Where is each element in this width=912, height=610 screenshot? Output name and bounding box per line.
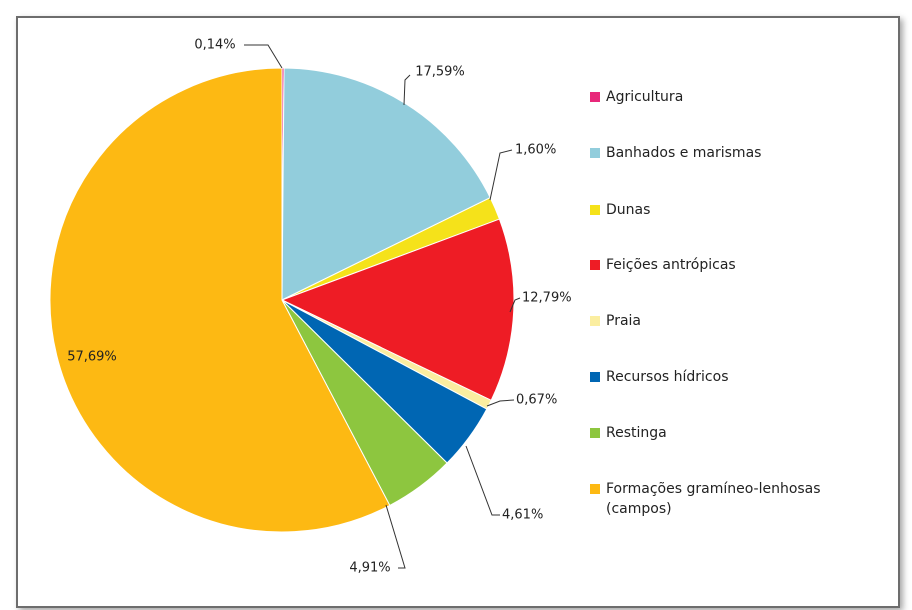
- pie-slice: [280, 218, 515, 402]
- legend-label: Banhados e marismas: [606, 145, 762, 161]
- leader-line: [509, 297, 521, 313]
- data-label: 4,91%: [349, 561, 390, 576]
- legend-swatch: [590, 484, 600, 494]
- legend-label: Restinga: [606, 425, 667, 441]
- legend-item: Restinga: [590, 423, 890, 443]
- data-label: 1,60%: [515, 143, 556, 158]
- legend-swatch: [590, 148, 600, 158]
- pie-slice: [49, 67, 391, 533]
- legend-label: Praia: [606, 313, 641, 329]
- legend-label: Formações gramíneo-lenhosas (campos): [606, 481, 821, 517]
- data-label: 0,14%: [194, 38, 235, 53]
- legend-item: Agricultura: [590, 87, 890, 107]
- leader-line: [489, 149, 513, 201]
- leader-line: [403, 74, 411, 106]
- legend-item: Dunas: [590, 200, 890, 220]
- legend-label: Recursos hídricos: [606, 369, 729, 385]
- leader-line: [486, 399, 515, 407]
- legend-label: Feições antrópicas: [606, 257, 736, 273]
- legend-swatch: [590, 260, 600, 270]
- legend-swatch: [590, 92, 600, 102]
- legend-item: Recursos hídricos: [590, 367, 890, 387]
- legend-swatch: [590, 205, 600, 215]
- legend-item: Formações gramíneo-lenhosas (campos): [590, 479, 890, 519]
- leader-line: [465, 445, 500, 516]
- data-label: 4,61%: [502, 508, 543, 523]
- legend-label: Agricultura: [606, 89, 684, 105]
- data-label: 57,69%: [67, 350, 117, 365]
- leader-line: [244, 44, 283, 69]
- legend-item: Praia: [590, 311, 890, 331]
- leader-line: [385, 504, 406, 569]
- legend-swatch: [590, 372, 600, 382]
- legend-item: Feições antrópicas: [590, 255, 890, 275]
- legend-item: Banhados e marismas: [590, 143, 890, 163]
- data-label: 0,67%: [516, 393, 557, 408]
- data-label: 12,79%: [522, 291, 572, 306]
- legend-swatch: [590, 316, 600, 326]
- legend-label: Dunas: [606, 202, 651, 218]
- data-label: 17,59%: [415, 65, 465, 80]
- legend-swatch: [590, 428, 600, 438]
- pie-slice: [281, 67, 491, 301]
